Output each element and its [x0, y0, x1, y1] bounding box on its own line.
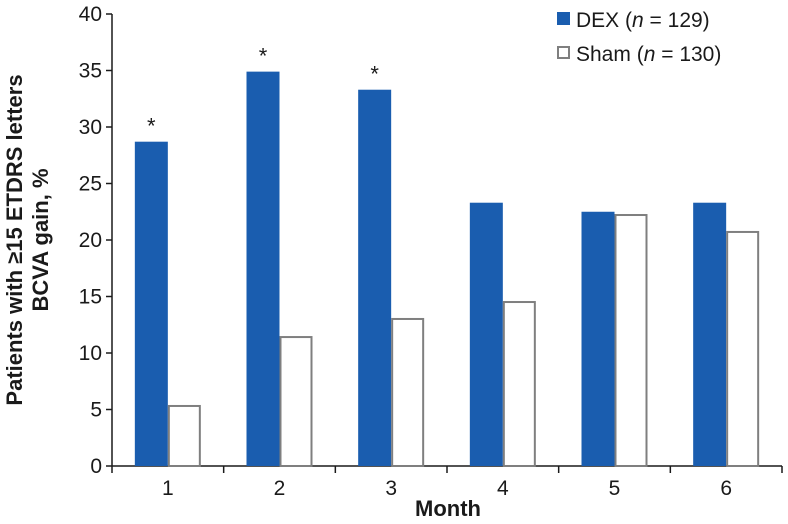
- x-tick-label: 1: [162, 477, 174, 500]
- bar-sham-month-4: [502, 301, 536, 467]
- x-tick-label: 4: [497, 477, 509, 500]
- bar-sham-month-6: [726, 230, 760, 467]
- y-axis-title: Patients with ≥15 ETDRS letters BCVA gai…: [2, 74, 53, 405]
- x-tick-label: 5: [609, 477, 621, 500]
- y-tick-label: 40: [79, 3, 102, 26]
- legend-swatch-dex: [557, 12, 570, 25]
- legend-label-sham: Sham (n = 130): [576, 43, 721, 66]
- bar-sham-month-2: [279, 336, 313, 467]
- y-tick-label: 10: [79, 342, 102, 365]
- legend-nvalue-sham: = 130): [661, 43, 721, 66]
- bar-dex-month-5: [581, 211, 615, 466]
- legend-n-sham: n: [644, 43, 656, 66]
- annotations: * * *: [147, 44, 379, 139]
- y-tick-label: 0: [90, 455, 102, 478]
- legend-swatch-sham: [557, 46, 570, 59]
- bar-dex-month-1: [134, 141, 168, 466]
- y-tick-label: 30: [79, 116, 102, 139]
- significance-marker: *: [370, 62, 379, 87]
- legend-n-dex: n: [632, 9, 644, 32]
- bar-dex-month-2: [246, 71, 280, 466]
- bar-dex-month-4: [469, 202, 503, 466]
- legend-nvalue-dex: = 129): [650, 9, 710, 32]
- x-axis: 1 2 3 4 5 6: [111, 465, 783, 500]
- y-tick-label: 35: [79, 60, 102, 83]
- legend-prefix-sham: Sham (: [576, 43, 644, 66]
- bar-sham-month-3: [391, 317, 425, 467]
- x-tick-label: 3: [385, 477, 397, 500]
- y-tick-label: 15: [79, 286, 102, 309]
- y-axis: 0 5 10 15 20 25 30 35 40: [79, 3, 113, 478]
- y-axis-title-line2: BCVA gain, %: [28, 168, 53, 311]
- bar-sham-month-1: [167, 404, 201, 468]
- legend-item-dex: DEX (n = 129): [557, 9, 710, 32]
- y-tick-label: 20: [79, 229, 102, 252]
- x-tick-label: 2: [274, 477, 286, 500]
- y-tick-label: 5: [90, 399, 102, 422]
- legend-item-sham: Sham (n = 130): [557, 43, 721, 66]
- legend-prefix-dex: DEX (: [576, 9, 632, 32]
- bar-dex-month-6: [693, 202, 727, 466]
- significance-marker: *: [147, 114, 156, 139]
- bar-dex-month-3: [358, 89, 392, 467]
- x-tick-label: 6: [720, 477, 732, 500]
- bar-sham-month-5: [614, 214, 648, 467]
- significance-marker: *: [259, 44, 268, 69]
- legend-label-dex: DEX (n = 129): [576, 9, 710, 32]
- x-axis-title: Month: [415, 496, 481, 521]
- y-axis-title-line1: Patients with ≥15 ETDRS letters: [2, 74, 27, 405]
- bars: [134, 71, 760, 468]
- y-tick-label: 25: [79, 173, 102, 196]
- legend: DEX (n = 129) Sham (n = 130): [557, 9, 721, 66]
